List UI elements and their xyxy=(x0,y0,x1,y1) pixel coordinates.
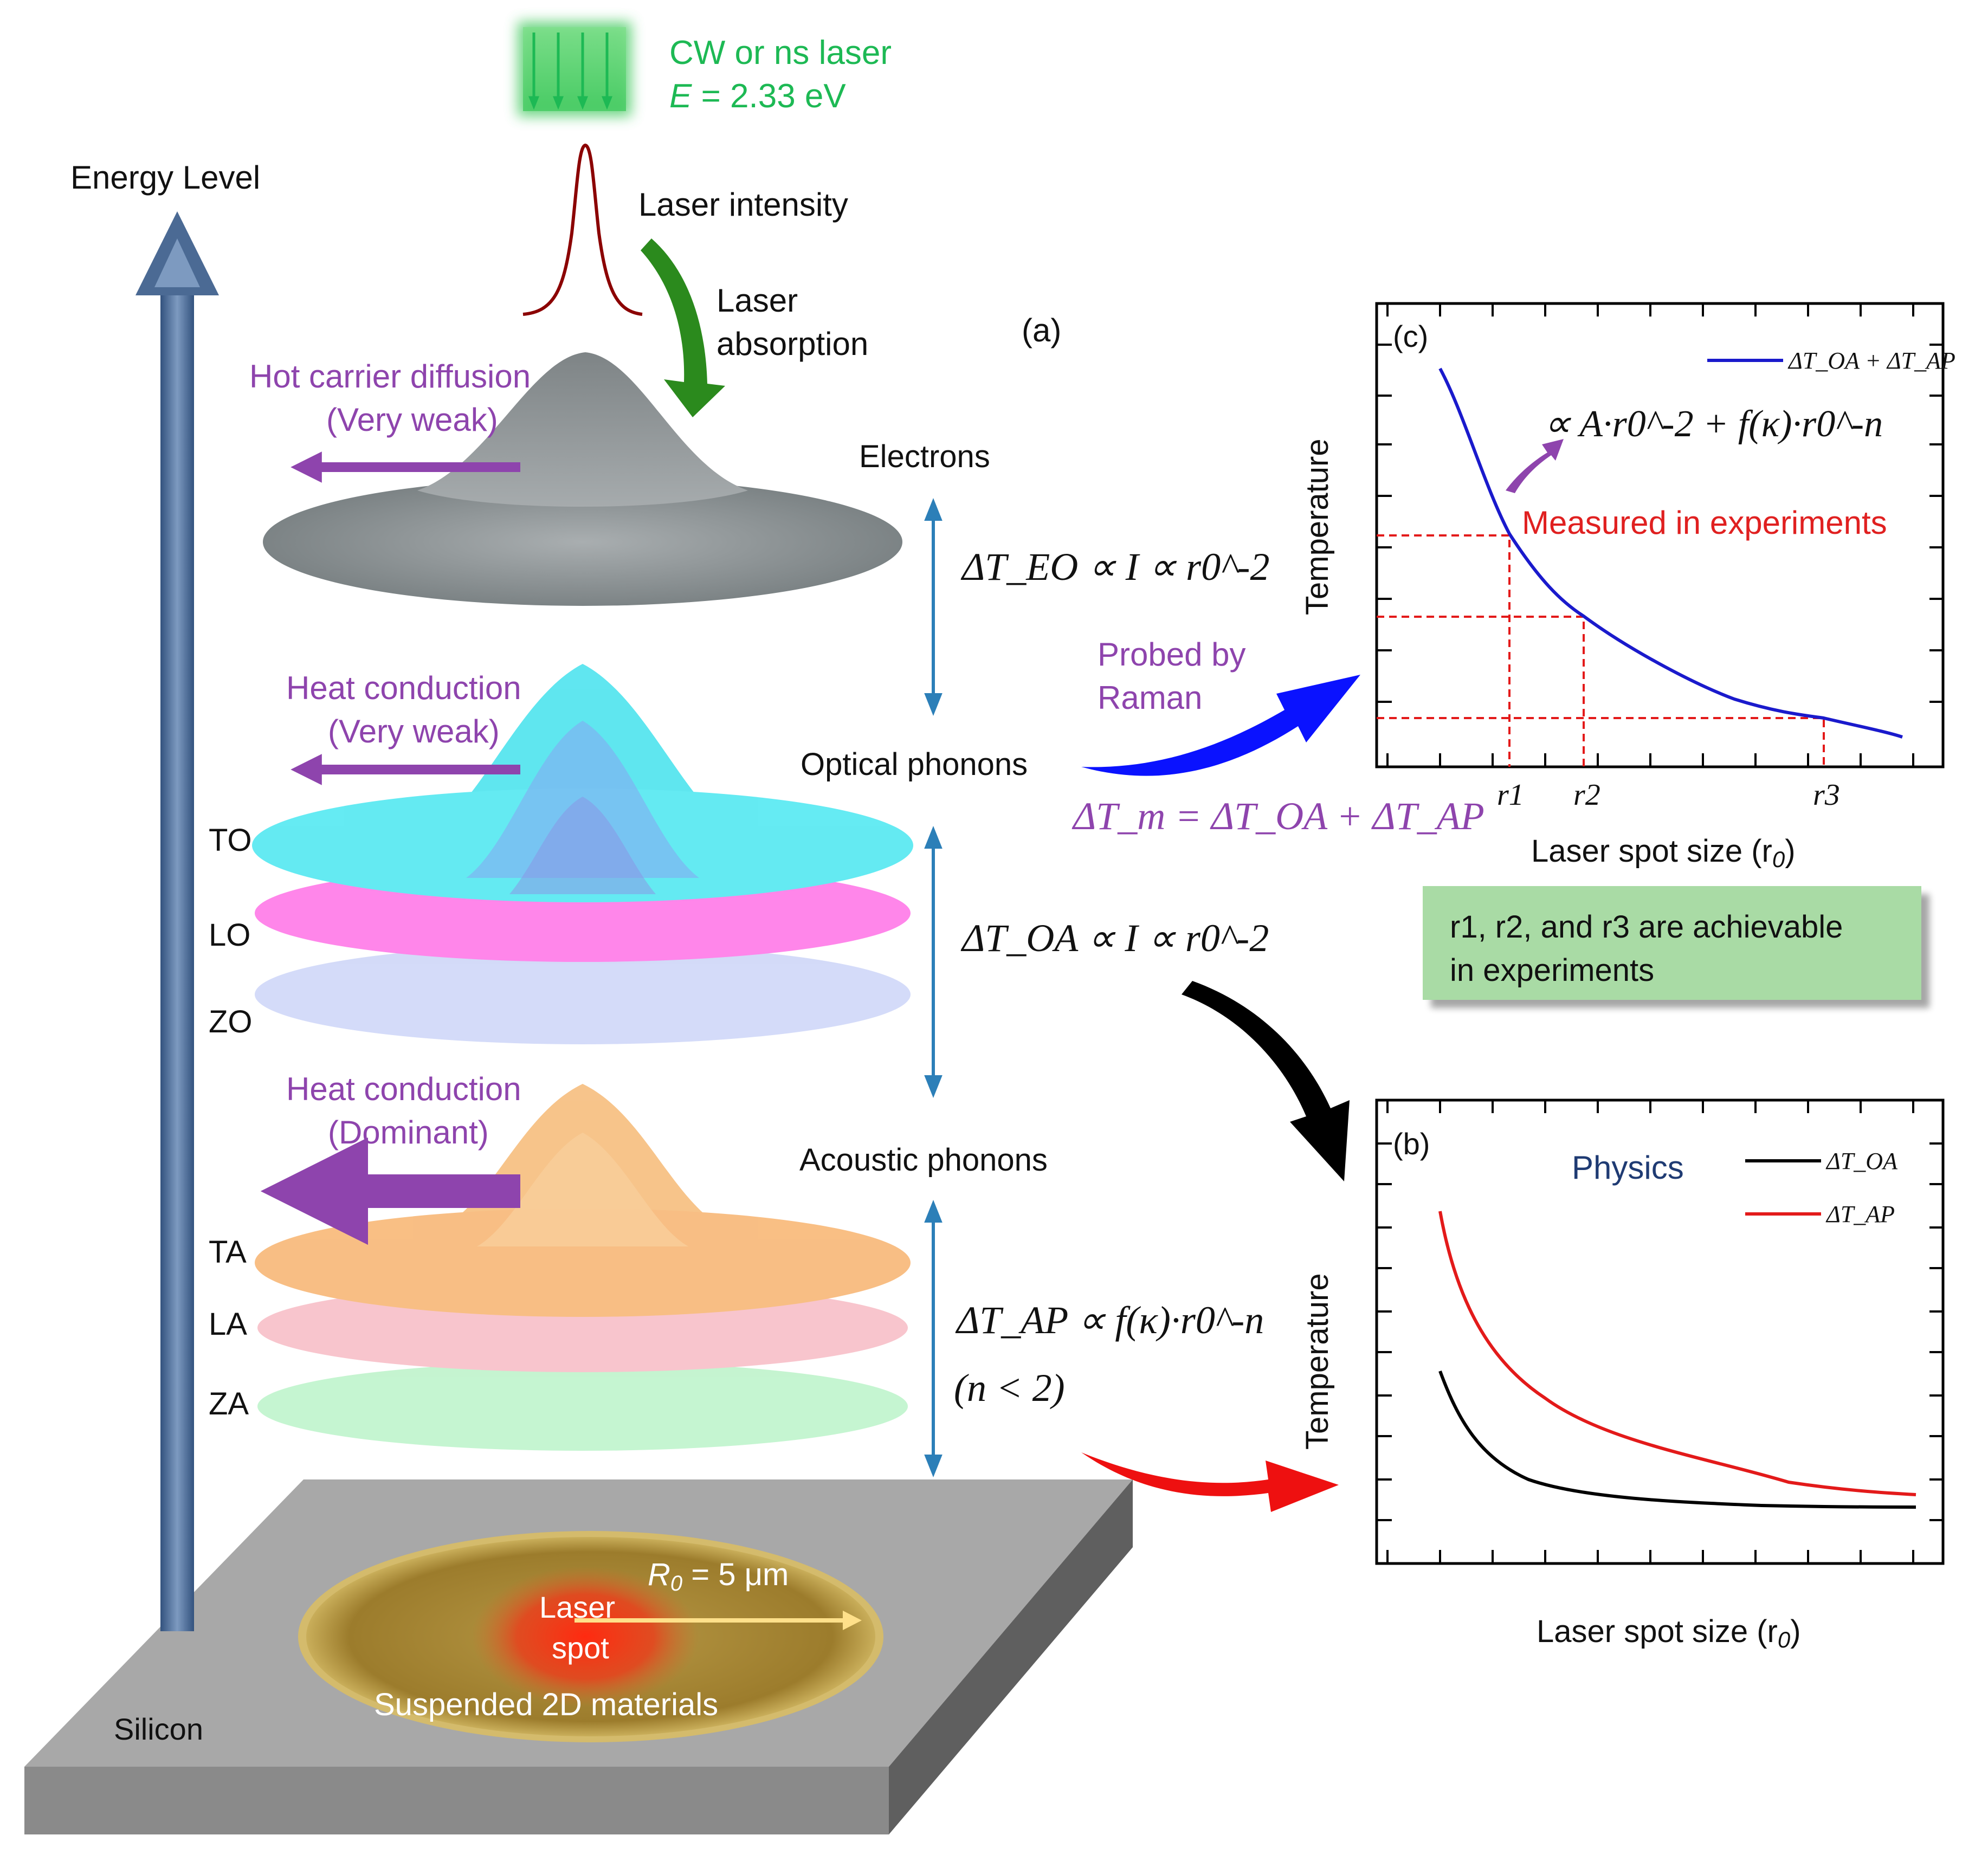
electrons-label: Electrons xyxy=(859,439,990,474)
hot-carrier-label-2: (Very weak) xyxy=(326,402,498,438)
note-line-1: r1, r2, and r3 are achievable xyxy=(1450,909,1843,945)
note-line-2: in experiments xyxy=(1450,953,1654,988)
laser-type-label: CW or ns laser xyxy=(669,34,892,72)
mode-to: TO xyxy=(209,823,252,858)
hot-carrier-label-1: Hot carrier diffusion xyxy=(249,358,531,395)
panel-c-label: (c) xyxy=(1393,319,1428,353)
radius-sub: 0 xyxy=(670,1572,682,1595)
achievable-note xyxy=(1423,886,1929,1008)
laser-absorption-label-2: absorption xyxy=(717,326,868,362)
measured-label: Measured in experiments xyxy=(1522,505,1887,541)
laser-spot-label-2: spot xyxy=(552,1631,609,1665)
sample-label: Suspended 2D materials xyxy=(374,1687,718,1722)
probed-label-2: Raman xyxy=(1098,680,1202,716)
laser-intensity-label: Laser intensity xyxy=(638,186,848,223)
panel-b-curve-ap xyxy=(1438,1211,1916,1496)
eq-eo: ΔT_EO ∝ I ∝ r0^-2 xyxy=(960,545,1270,589)
heat-cond-acoustic-label-2: (Dominant) xyxy=(328,1114,489,1151)
laser-absorption-arrow xyxy=(641,238,725,417)
tick-r2: r2 xyxy=(1573,778,1600,812)
mode-la: LA xyxy=(209,1307,247,1342)
acoustic-to-b-arrow xyxy=(1081,1452,1339,1512)
mode-lo: LO xyxy=(209,917,250,953)
panel-c xyxy=(1375,302,1945,768)
heat-cond-optical-label-1: Heat conduction xyxy=(286,670,521,706)
panel-a-label: (a) xyxy=(1022,312,1061,348)
laser-energy-rest: = 2.33 eV xyxy=(692,77,846,115)
laser-spot-label-1: Laser xyxy=(539,1590,615,1624)
eq-ap: ΔT_AP ∝ f(κ)·r0^-n xyxy=(955,1298,1264,1342)
panel-c-xlabel-sub: 0 xyxy=(1772,847,1785,872)
panel-b xyxy=(1375,1098,1945,1565)
eq-oa: ΔT_OA ∝ I ∝ r0^-2 xyxy=(960,916,1269,960)
panel-c-legend: ΔT_OA + ΔT_AP xyxy=(1787,347,1955,374)
optical-phonons-label: Optical phonons xyxy=(801,747,1028,782)
mode-ta: TA xyxy=(209,1235,247,1270)
laser-energy-var: E xyxy=(669,77,692,115)
energy-level-label: Energy Level xyxy=(70,159,260,196)
panel-b-xlabel-sub: 0 xyxy=(1778,1627,1791,1652)
panel-b-curve-oa xyxy=(1438,1370,1916,1509)
laser-absorption-label-1: Laser xyxy=(717,282,798,319)
tick-r3: r3 xyxy=(1813,778,1840,812)
panel-b-label: (b) xyxy=(1393,1127,1430,1161)
panel-b-ylabel: Temperature xyxy=(1300,1273,1335,1450)
radius-arrow-head xyxy=(843,1611,862,1630)
laser-energy-label: E = 2.33 eV xyxy=(669,77,846,115)
panel-b-frame xyxy=(1375,1098,1945,1565)
panel-c-formula: ∝ A·r0^-2 + f(κ)·r0^-n xyxy=(1544,403,1883,445)
laser-intensity-curve xyxy=(522,143,643,316)
laser-spot-glow xyxy=(472,1566,699,1707)
heat-cond-optical-label-2: (Very weak) xyxy=(328,713,500,749)
eq-ap-condition: (n < 2) xyxy=(954,1366,1065,1410)
acoustic-phonon-layers xyxy=(255,1084,911,1451)
mode-zo: ZO xyxy=(209,1004,253,1039)
panel-b-xlabel-end: ) xyxy=(1790,1614,1800,1649)
radius-rest: = 5 μm xyxy=(682,1557,789,1592)
silicon-label: Silicon xyxy=(114,1712,203,1746)
eq-measured: ΔT_m = ΔT_OA + ΔT_AP xyxy=(1072,794,1484,838)
heat-cond-acoustic-label-1: Heat conduction xyxy=(286,1071,521,1107)
tick-r1: r1 xyxy=(1497,778,1524,812)
panel-b-ticks xyxy=(1377,1100,1943,1563)
panel-b-xlabel-main: Laser spot size (r xyxy=(1537,1614,1778,1649)
panel-c-ticks xyxy=(1377,303,1943,767)
panel-c-ylabel: Temperature xyxy=(1300,438,1335,615)
probed-label-1: Probed by xyxy=(1098,636,1246,673)
optical-phonon-layers xyxy=(252,664,913,1044)
to-panel-b-arrow xyxy=(1182,981,1350,1181)
raman-arrow xyxy=(1081,675,1360,776)
panel-b-legend-ap: ΔT_AP xyxy=(1825,1201,1895,1227)
panel-b-legend-oa: ΔT_OA xyxy=(1825,1148,1898,1174)
formula-pointer-arrow xyxy=(1506,439,1564,493)
panel-b-title: Physics xyxy=(1572,1149,1684,1186)
radius-var: R xyxy=(648,1557,670,1592)
panel-c-curve xyxy=(1438,367,1903,739)
panel-c-xlabel: Laser spot size (r0) xyxy=(1531,833,1796,872)
panel-c-xlabel-end: ) xyxy=(1785,833,1795,869)
acoustic-phonons-label: Acoustic phonons xyxy=(799,1142,1048,1178)
panel-b-xlabel: Laser spot size (r0) xyxy=(1537,1614,1801,1652)
radius-label: R0 = 5 μm xyxy=(648,1557,789,1595)
mode-za: ZA xyxy=(209,1386,249,1421)
panel-c-xlabel-main: Laser spot size (r xyxy=(1531,833,1772,869)
energy-level-axis xyxy=(135,211,219,1631)
laser-beam xyxy=(518,22,631,117)
